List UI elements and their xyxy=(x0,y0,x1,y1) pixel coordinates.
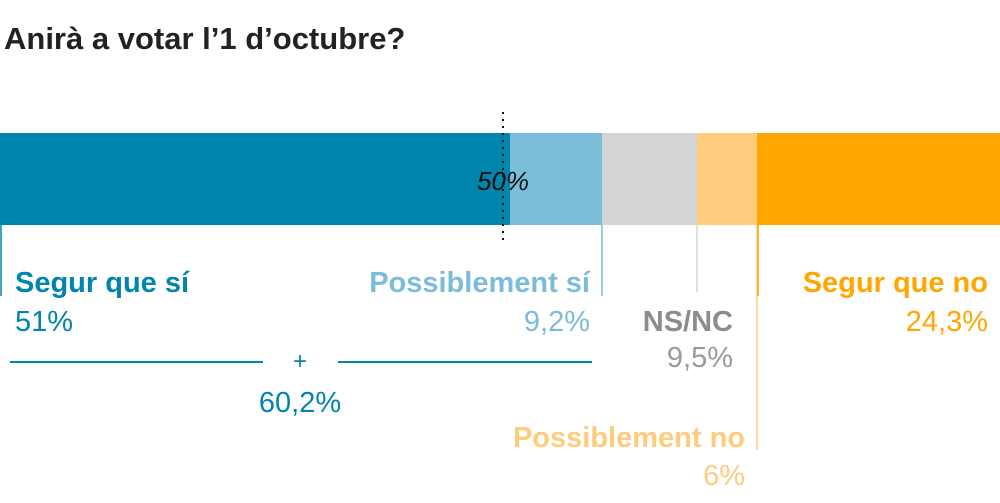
value-possiblement-no: 6% xyxy=(703,460,745,492)
bar-segment-possiblement-si xyxy=(510,133,602,225)
bar-segment-segur-que-no xyxy=(757,133,1000,225)
sum-total-value: 60,2% xyxy=(259,387,341,419)
chart-title: Anirà a votar l’1 d’octubre? xyxy=(4,21,405,56)
value-segur-que-no: 24,3% xyxy=(906,306,988,338)
bar-segment-segur-que-si xyxy=(0,133,510,225)
value-possiblement-si: 9,2% xyxy=(524,306,590,338)
value-ns-nc: 9,5% xyxy=(667,342,733,374)
label-connectors xyxy=(0,225,759,450)
label-ns-nc: NS/NC xyxy=(643,306,733,338)
label-possiblement-si: Possiblement sí xyxy=(369,267,591,299)
sum-plus-sign: + xyxy=(293,348,307,375)
label-segur-que-si: Segur que sí xyxy=(15,267,190,299)
reference-label-50: 50% xyxy=(477,166,529,196)
label-segur-que-no: Segur que no xyxy=(803,267,988,299)
reference-50: 50% xyxy=(477,112,529,244)
label-possiblement-no: Possiblement no xyxy=(513,422,745,454)
value-segur-que-si: 51% xyxy=(15,306,73,338)
bar-segment-ns-nc xyxy=(602,133,697,225)
bar-segment-possiblement-no xyxy=(697,133,757,225)
bar-segments xyxy=(0,133,1000,225)
